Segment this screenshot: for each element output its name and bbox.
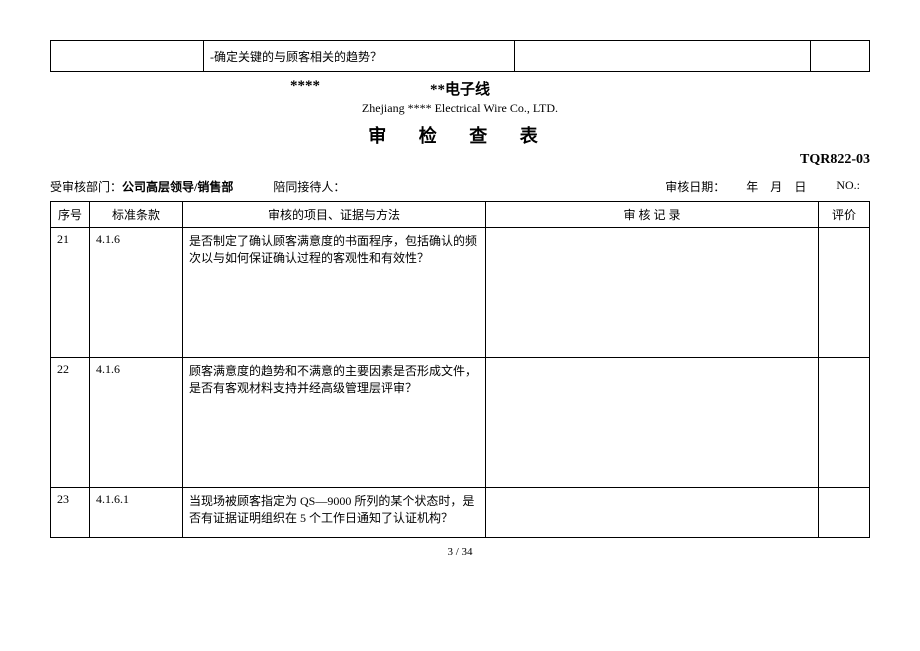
company-name-cn: **电子线 [430, 82, 490, 98]
col-record-header: 审 核 记 录 [486, 202, 819, 228]
cell-seq: 23 [51, 488, 90, 538]
cell-record [486, 228, 819, 358]
cell-clause: 4.1.6 [90, 228, 183, 358]
audit-date: 审核日期： 年 月 日 [665, 178, 806, 195]
date-label: 审核日期： [665, 180, 725, 194]
meta-row: 受审核部门：公司高层领导/销售部 陪同接待人： 审核日期： 年 月 日 NO.: [50, 178, 870, 195]
cell-seq: 22 [51, 358, 90, 488]
date-y: 年 [746, 180, 758, 194]
col-clause-header: 标准条款 [90, 202, 183, 228]
table-row: 22 4.1.6 顾客满意度的趋势和不满意的主要因素是否形成文件，是否有客观材料… [51, 358, 870, 488]
cell-item: 顾客满意度的趋势和不满意的主要因素是否形成文件，是否有客观材料支持并经高级管理层… [183, 358, 486, 488]
cell-clause: 4.1.6.1 [90, 488, 183, 538]
cell-item: 是否制定了确认顾客满意度的书面程序，包括确认的频次以与如何保证确认过程的客观性和… [183, 228, 486, 358]
no-label: NO.: [836, 178, 860, 195]
table-header-row: 序号 标准条款 审核的项目、证据与方法 审 核 记 录 评价 [51, 202, 870, 228]
cell-record [486, 488, 819, 538]
escort-label: 陪同接待人： [273, 178, 345, 195]
col-seq-header: 序号 [51, 202, 90, 228]
table-row: 21 4.1.6 是否制定了确认顾客满意度的书面程序，包括确认的频次以与如何保证… [51, 228, 870, 358]
stars-prefix: **** [290, 78, 320, 95]
audited-dept: 受审核部门：公司高层领导/销售部 [50, 178, 233, 195]
frag-col1 [51, 41, 204, 72]
date-d: 日 [794, 180, 806, 194]
audit-table: 序号 标准条款 审核的项目、证据与方法 审 核 记 录 评价 21 4.1.6 … [50, 201, 870, 538]
page-number: 3 / 34 [50, 546, 870, 558]
previous-table-fragment: -确定关键的与顾客相关的趋势？ [50, 40, 870, 72]
document-title: 审 检 查 表 [50, 122, 870, 148]
dept-label: 受审核部门： [50, 180, 122, 194]
col-eval-header: 评价 [819, 202, 870, 228]
cell-eval [819, 488, 870, 538]
col-item-header: 审核的项目、证据与方法 [183, 202, 486, 228]
cell-seq: 21 [51, 228, 90, 358]
cell-eval [819, 228, 870, 358]
frag-col2: -确定关键的与顾客相关的趋势？ [204, 41, 515, 72]
cell-item: 当现场被顾客指定为 QS—9000 所列的某个状态时，是否有证据证明组织在 5 … [183, 488, 486, 538]
cell-eval [819, 358, 870, 488]
table-row: 23 4.1.6.1 当现场被顾客指定为 QS—9000 所列的某个状态时，是否… [51, 488, 870, 538]
audit-table-body: 21 4.1.6 是否制定了确认顾客满意度的书面程序，包括确认的频次以与如何保证… [51, 228, 870, 538]
frag-col4 [811, 41, 870, 72]
document-header: **** **电子线 Zhejiang **** Electrical Wire… [50, 78, 870, 148]
cell-clause: 4.1.6 [90, 358, 183, 488]
cell-record [486, 358, 819, 488]
dept-value: 公司高层领导/销售部 [122, 180, 233, 194]
date-m: 月 [770, 180, 782, 194]
company-name-en: Zhejiang **** Electrical Wire Co., LTD. [50, 101, 870, 116]
document-number: TQR822-03 [50, 152, 870, 168]
frag-col3 [515, 41, 811, 72]
